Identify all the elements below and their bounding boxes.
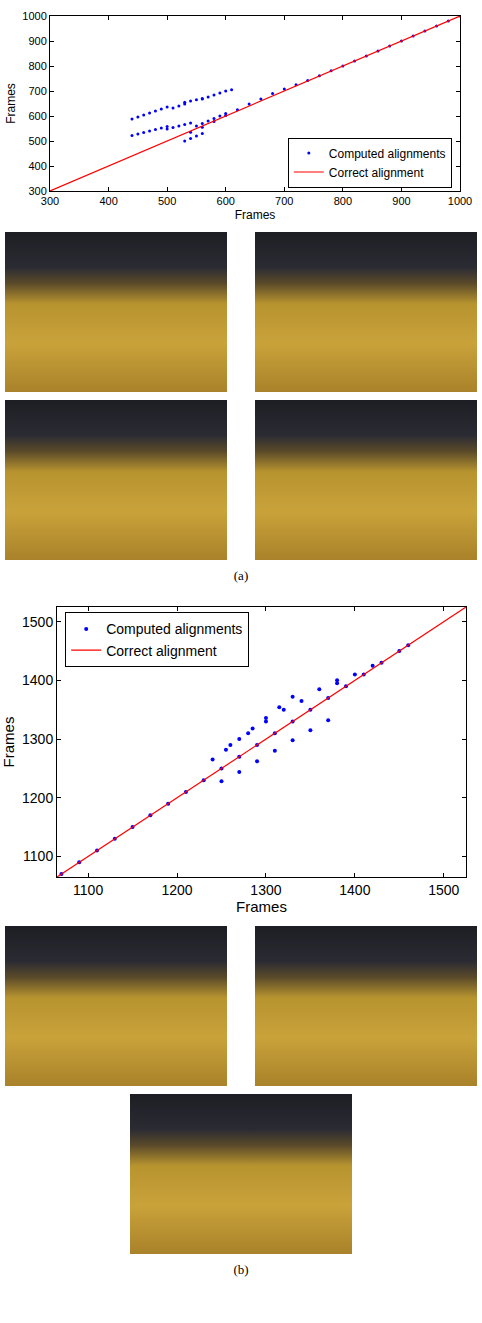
svg-text:1400: 1400	[339, 882, 370, 898]
svg-text:1400: 1400	[22, 672, 53, 688]
svg-text:700: 700	[28, 85, 46, 97]
svg-text:300: 300	[41, 195, 59, 207]
svg-text:1300: 1300	[250, 882, 281, 898]
svg-text:600: 600	[28, 110, 46, 122]
svg-text:900: 900	[392, 195, 410, 207]
svg-text:900: 900	[28, 35, 46, 47]
svg-text:Computed alignments: Computed alignments	[106, 621, 242, 637]
svg-text:Frames: Frames	[235, 208, 276, 222]
svg-text:Frames: Frames	[236, 898, 287, 915]
svg-text:1200: 1200	[22, 790, 53, 806]
html-text:(a): (a)	[233, 568, 249, 583]
svg-text:Computed alignments: Computed alignments	[329, 147, 446, 161]
svg-text:1500: 1500	[428, 882, 459, 898]
svg-text:1200: 1200	[161, 882, 192, 898]
svg-text:500: 500	[158, 195, 176, 207]
svg-text:Frames: Frames	[4, 83, 18, 124]
svg-text:400: 400	[99, 195, 117, 207]
svg-text:1000: 1000	[22, 10, 46, 22]
svg-text:500: 500	[28, 135, 46, 147]
svg-text:1100: 1100	[23, 848, 53, 864]
svg-text:Correct alignment: Correct alignment	[106, 643, 217, 659]
svg-text:800: 800	[334, 195, 352, 207]
svg-text:Frames: Frames	[0, 717, 17, 768]
html-text:(b): (b)	[233, 1262, 249, 1277]
svg-text:400: 400	[28, 160, 46, 172]
svg-text:1100: 1100	[73, 882, 103, 898]
svg-text:800: 800	[28, 60, 46, 72]
svg-text:1000: 1000	[448, 195, 472, 207]
svg-text:1300: 1300	[22, 731, 53, 747]
svg-text:700: 700	[275, 195, 293, 207]
svg-text:300: 300	[28, 185, 46, 197]
svg-text:Correct alignment: Correct alignment	[329, 166, 424, 180]
svg-text:600: 600	[217, 195, 235, 207]
svg-text:1500: 1500	[22, 614, 53, 630]
